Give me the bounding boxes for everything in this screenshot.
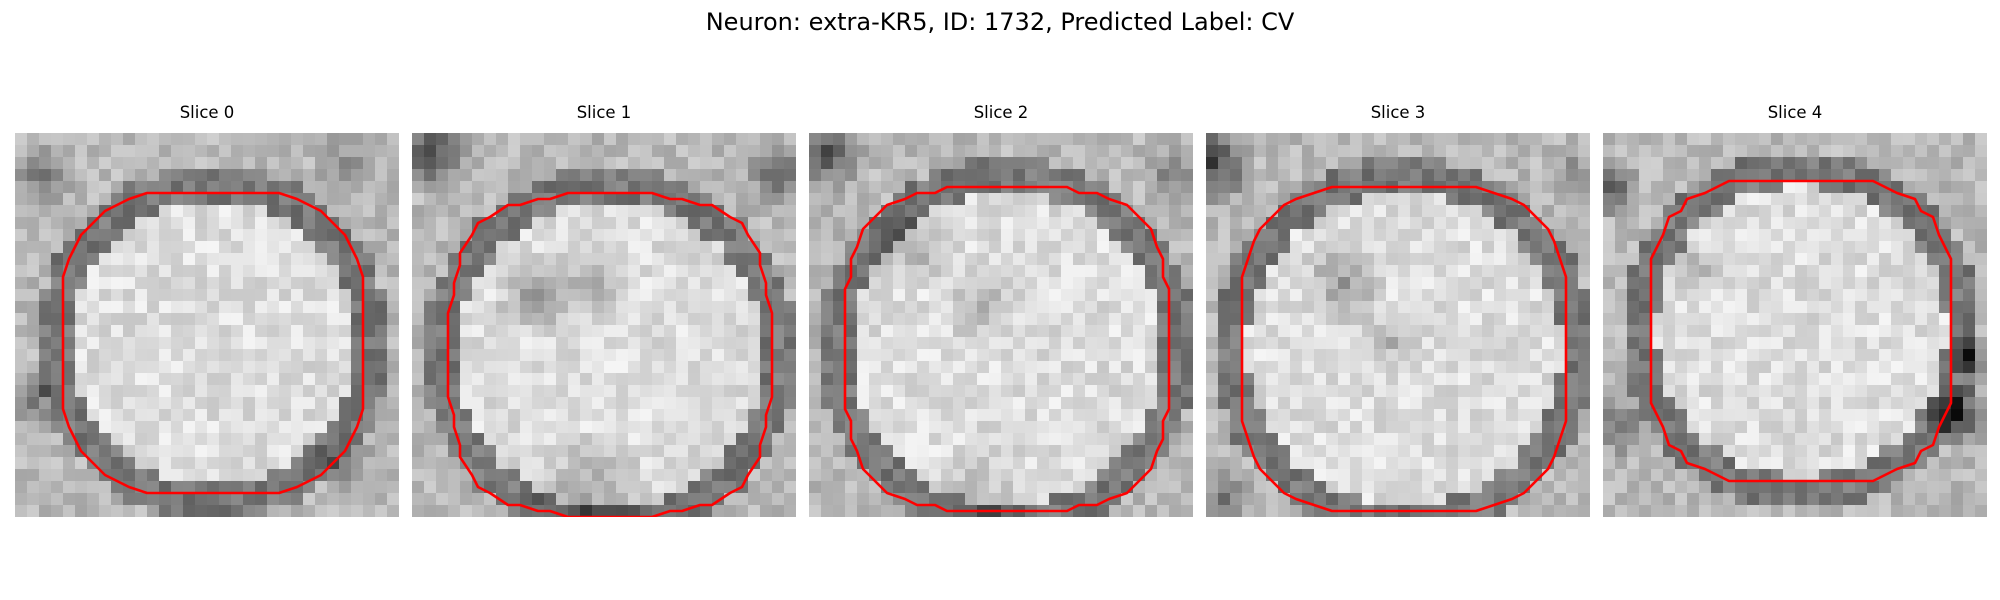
segmentation-contour [446, 191, 774, 517]
slice-panel-1: Slice 1 [412, 103, 796, 517]
slice-image [809, 133, 1193, 517]
slice-title: Slice 1 [576, 103, 632, 122]
slice-image [15, 133, 399, 517]
segmentation-contour [1649, 179, 1953, 483]
slice-title: Slice 0 [179, 103, 235, 122]
slice-image [1603, 133, 1987, 517]
contour-line [61, 191, 365, 495]
contour-line [843, 185, 1171, 513]
figure-title: Neuron: extra-KR5, ID: 1732, Predicted L… [705, 8, 1295, 36]
contour-line [1649, 179, 1953, 483]
slice-panel-3: Slice 3 [1206, 103, 1590, 517]
segmentation-contour [843, 185, 1171, 513]
slice-title: Slice 3 [1370, 103, 1426, 122]
segmentation-contour [61, 191, 365, 495]
contour-line [1240, 185, 1568, 513]
contour-line [446, 191, 774, 517]
slice-title: Slice 4 [1767, 103, 1823, 122]
slice-panel-2: Slice 2 [809, 103, 1193, 517]
slice-panel-0: Slice 0 [15, 103, 399, 517]
slice-image [1206, 133, 1590, 517]
slice-panel-4: Slice 4 [1603, 103, 1987, 517]
slice-title: Slice 2 [973, 103, 1029, 122]
slice-image [412, 133, 796, 517]
segmentation-contour [1240, 185, 1568, 513]
